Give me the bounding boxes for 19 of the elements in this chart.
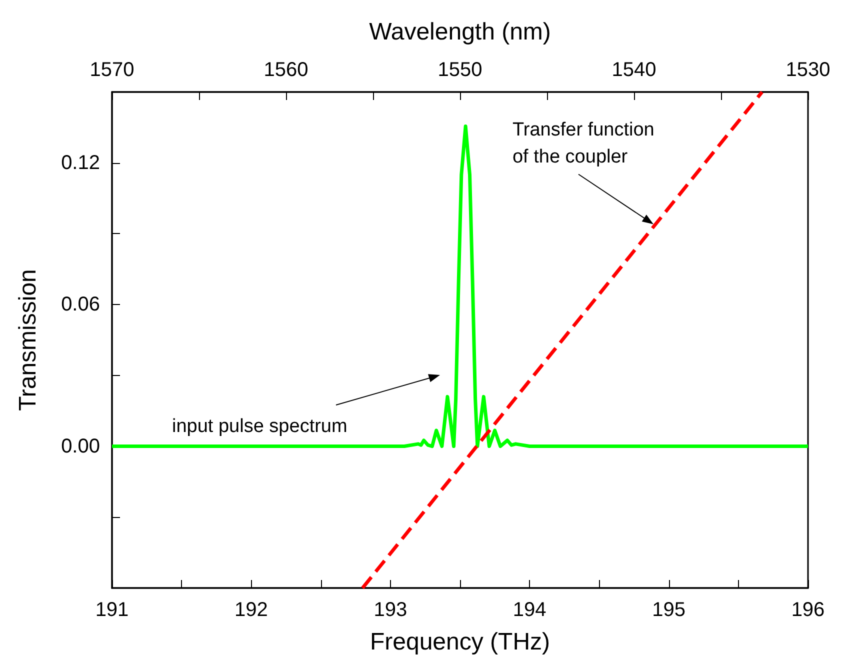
x-tick-label: 195 — [652, 599, 686, 621]
x-tick-label: 193 — [374, 599, 408, 621]
y-tick-label: 0.06 — [61, 294, 100, 316]
x2-tick-label: 1560 — [264, 59, 308, 81]
x2-tick-label: 1550 — [438, 59, 482, 81]
x-tick-label: 192 — [234, 599, 268, 621]
x-tick-label: 194 — [512, 599, 546, 621]
y-tick-label: 0.12 — [61, 152, 100, 174]
y-axis-title: Transmission — [14, 269, 42, 411]
x-tick-label: 191 — [95, 599, 129, 621]
y-tick-label: 0.00 — [61, 435, 100, 458]
x2-tick-label: 1530 — [786, 59, 830, 81]
x2-axis-title: Wavelength (nm) — [369, 18, 551, 46]
x-tick-label: 196 — [791, 599, 825, 621]
x2-tick-label: 1540 — [612, 59, 656, 81]
x-axis-title: Frequency (THz) — [370, 628, 550, 656]
annotation: input pulse spectrum — [172, 416, 348, 437]
annotation: Transfer function of the coupler — [512, 119, 654, 168]
x2-tick-label: 1570 — [90, 59, 134, 81]
